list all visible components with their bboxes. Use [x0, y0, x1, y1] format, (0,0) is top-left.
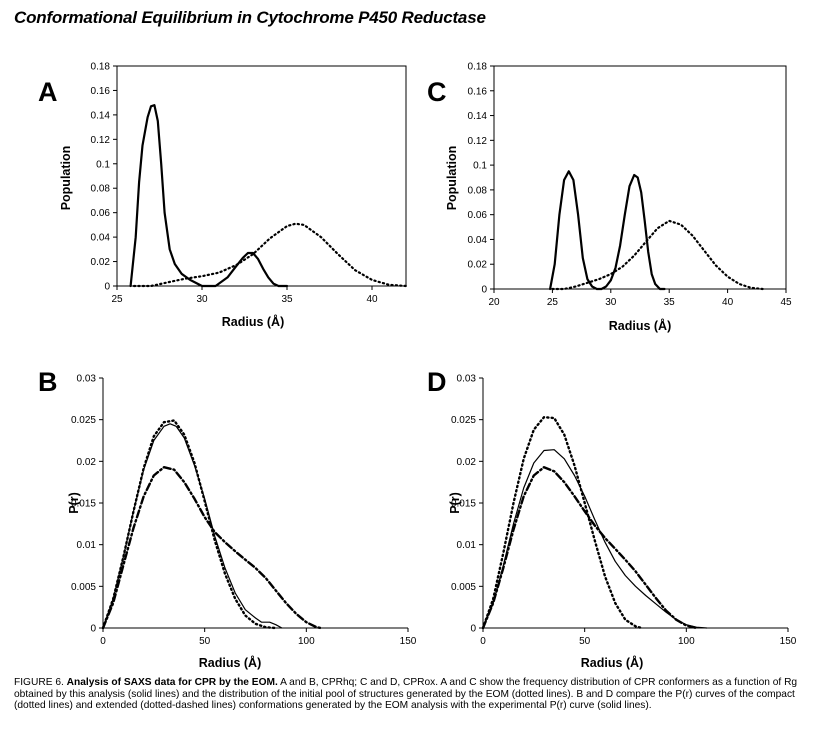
y-axis-label: P(r): [448, 492, 462, 514]
figure-title: Conformational Equilibrium in Cytochrome…: [14, 8, 486, 27]
series-line-solid: [129, 103, 289, 288]
y-tick-label: 0.03: [457, 374, 477, 385]
y-tick-label: 0.025: [71, 415, 96, 426]
x-tick-label: 0: [100, 636, 106, 647]
y-tick-label: 0.08: [91, 184, 111, 195]
x-tick-label: 40: [722, 297, 734, 308]
series-line-dotted: [551, 219, 764, 291]
panel-c: C 0 0.02 0.04 0.06 0.08 0.1 0.12 0.14 0.16 0.18 20 2…: [427, 62, 792, 334]
y-tick-label: 0.1: [473, 161, 487, 172]
y-tick-label: 0: [481, 285, 487, 296]
series-line-dotted: [101, 419, 277, 630]
y-tick-label: 0.02: [468, 260, 488, 271]
y-tick-label: 0.01: [77, 540, 97, 551]
figure-caption: FIGURE 6. Analysis of SAXS data for CPR …: [14, 677, 814, 712]
y-tick-label: 0.005: [451, 582, 476, 593]
x-tick-label: 150: [780, 636, 797, 647]
series-line-dotted: [132, 222, 408, 288]
panel-letter: D: [427, 367, 447, 397]
panel-b: B 0 0.005 0.01 0.015 0.02 0.025 0.03 0 50 100 150 Ra…: [38, 367, 417, 670]
x-tick-label: 50: [199, 636, 211, 647]
y-tick-label: 0.06: [91, 208, 111, 219]
x-axis-label: Radius (Å): [199, 655, 262, 670]
y-tick-label: 0: [470, 624, 476, 635]
x-tick-label: 100: [298, 636, 315, 647]
y-tick-label: 0.18: [468, 62, 488, 73]
y-tick-label: 0.015: [451, 499, 476, 510]
series-line-dashdot: [481, 466, 698, 630]
y-tick-label: 0.12: [468, 136, 488, 147]
y-tick-label: 0.1: [96, 159, 110, 170]
caption-heading: Analysis of SAXS data for CPR by the EOM…: [66, 677, 278, 688]
y-tick-label: 0.01: [457, 540, 477, 551]
x-tick-label: 20: [488, 297, 500, 308]
x-tick-label: 0: [480, 636, 486, 647]
y-tick-label: 0.04: [91, 233, 111, 244]
y-tick-label: 0.12: [91, 135, 111, 146]
y-tick-label: 0.18: [91, 62, 111, 73]
x-axis-label: Radius (Å): [222, 314, 285, 329]
y-tick-label: 0.015: [71, 499, 96, 510]
plot-frame: [116, 65, 407, 287]
y-tick-label: 0.005: [71, 582, 96, 593]
x-tick-label: 30: [196, 294, 208, 305]
y-tick-label: 0.02: [77, 457, 97, 468]
x-tick-label: 100: [678, 636, 695, 647]
series-line-solid: [548, 170, 666, 291]
y-tick-label: 0.06: [468, 210, 488, 221]
x-tick-label: 35: [281, 294, 293, 305]
y-tick-label: 0.02: [457, 457, 477, 468]
series-line-solid: [102, 423, 283, 629]
x-axis-label: Radius (Å): [581, 655, 644, 670]
panel-a: A 0 0.02 0.04 0.06 0.08 0.1 0.12 0.14 0.16 0.18 25 3…: [38, 62, 408, 329]
y-tick-label: 0: [104, 282, 110, 293]
caption-text: A and B, CPRhq; C and D, CPRox. A and C …: [14, 677, 798, 712]
series-line-dotted: [481, 416, 643, 630]
series-line-solid: [482, 449, 708, 629]
x-tick-label: 150: [400, 636, 417, 647]
y-axis-label: P(r): [67, 492, 81, 514]
y-tick-label: 0.04: [468, 235, 488, 246]
y-tick-label: 0.16: [468, 86, 488, 97]
y-tick-label: 0.08: [468, 185, 488, 196]
panel-d: D 0 0.005 0.01 0.015 0.02 0.025 0.03 0 50 100 150 Ra…: [427, 367, 797, 670]
x-tick-label: 25: [111, 294, 123, 305]
panel-letter: A: [38, 77, 58, 107]
x-tick-label: 40: [366, 294, 378, 305]
x-tick-label: 30: [605, 297, 617, 308]
y-tick-label: 0.14: [468, 111, 488, 122]
y-tick-label: 0.03: [77, 374, 97, 385]
plot-frame: [493, 65, 787, 290]
y-axis-label: Population: [445, 146, 459, 211]
y-tick-label: 0.025: [451, 415, 476, 426]
panel-letter: C: [427, 77, 447, 107]
y-tick-label: 0.16: [91, 86, 111, 97]
x-axis-label: Radius (Å): [609, 318, 672, 333]
series-line-dashdot: [101, 466, 322, 630]
x-tick-label: 50: [579, 636, 591, 647]
figure-panels: A 0 0.02 0.04 0.06 0.08 0.1 0.12 0.14 0.16 0.18 25 3…: [38, 62, 797, 671]
x-tick-label: 35: [664, 297, 676, 308]
x-tick-label: 45: [780, 297, 792, 308]
y-tick-label: 0.14: [91, 110, 111, 121]
y-tick-label: 0.02: [91, 257, 111, 268]
x-tick-label: 25: [547, 297, 559, 308]
y-axis-label: Population: [59, 146, 73, 211]
caption-figure-label: FIGURE 6.: [14, 677, 64, 688]
panel-letter: B: [38, 367, 58, 397]
y-tick-label: 0: [90, 624, 96, 635]
